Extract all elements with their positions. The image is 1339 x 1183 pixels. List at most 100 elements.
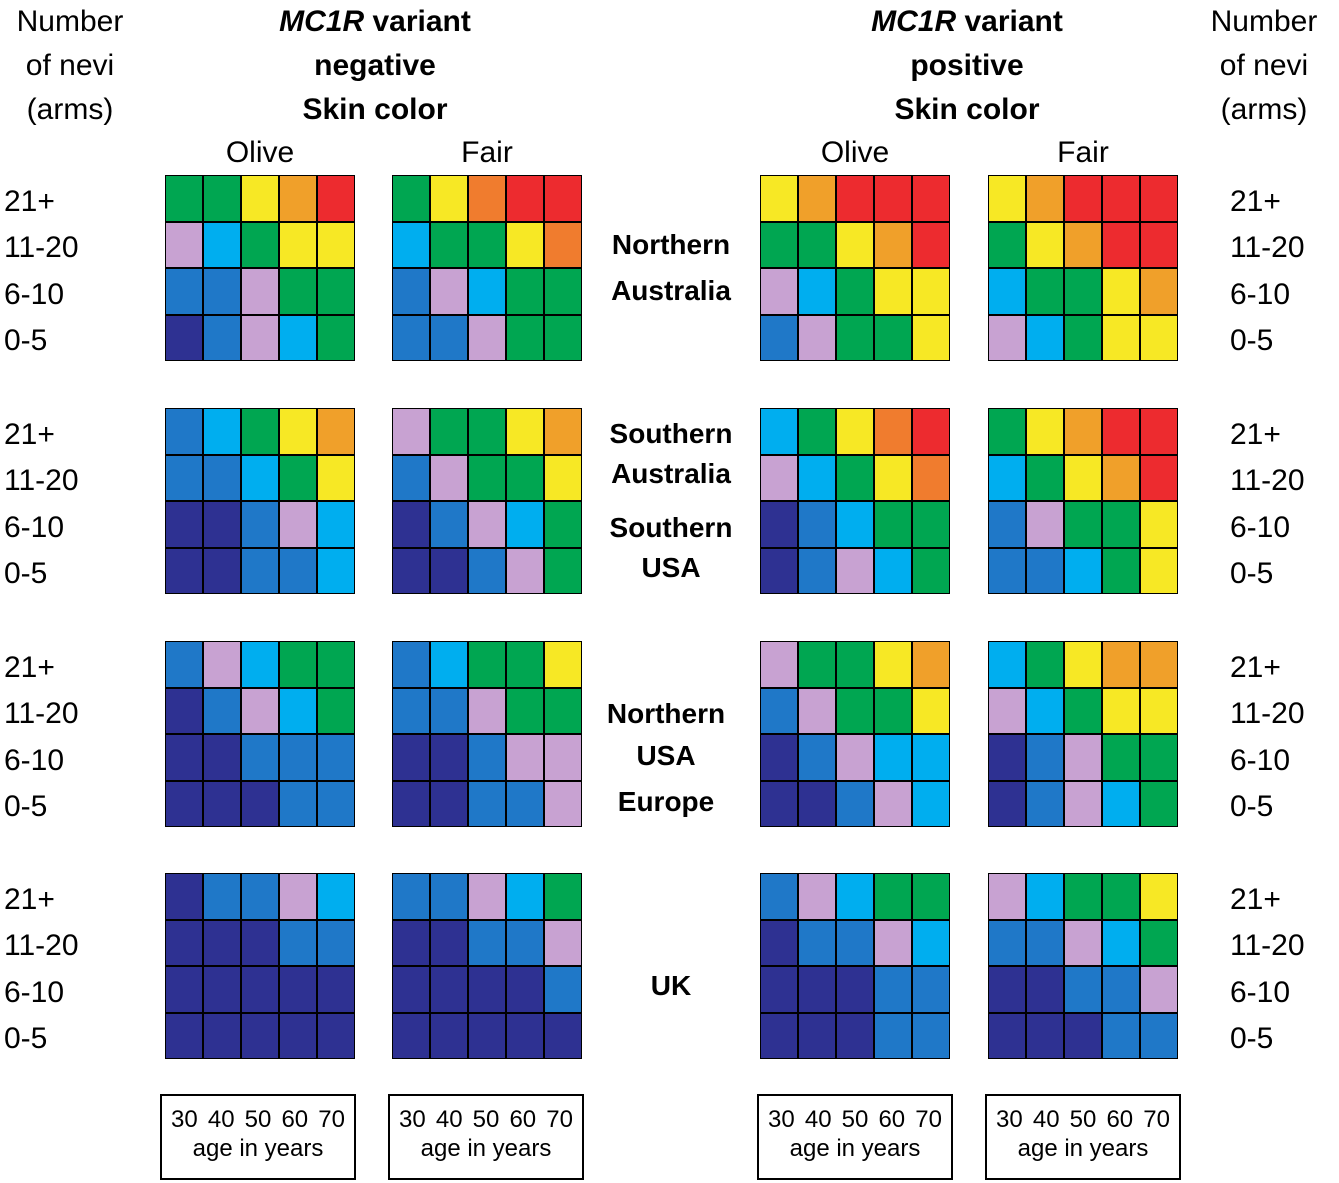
- nevi-row-label-left: 21+: [4, 418, 55, 451]
- heatmap-cell: [837, 874, 873, 919]
- heatmap-cell: [469, 409, 505, 454]
- heatmap-cell: [1027, 967, 1063, 1012]
- heatmap-cell: [242, 967, 278, 1012]
- heatmap-cell: [1027, 222, 1063, 267]
- heatmap-cell: [393, 781, 429, 826]
- heatmap-cell: [761, 502, 797, 547]
- heatmap-cell: [242, 688, 278, 733]
- age-axis-ticks: 30 40 50 60 70: [759, 1096, 951, 1134]
- heatmap-cell: [166, 269, 202, 314]
- heatmap-cell: [1027, 548, 1063, 593]
- heatmap-cell: [837, 688, 873, 733]
- region-northern-australia: Northern Australia: [591, 222, 751, 314]
- heatmap-cell: [989, 455, 1025, 500]
- heatmap-cell: [166, 735, 202, 780]
- heatmap-cell: [204, 222, 240, 267]
- heatmap-cell: [1065, 967, 1101, 1012]
- heatmap-cell: [875, 548, 911, 593]
- heatmap-cell: [507, 735, 543, 780]
- nevi-row-label-left: 0-5: [4, 1022, 48, 1055]
- heatmap-cell: [393, 409, 429, 454]
- heatmap-cell: [799, 688, 835, 733]
- nevi-row-label-left: 0-5: [4, 557, 48, 590]
- heatmap-cell: [1141, 781, 1177, 826]
- heatmap-cell: [204, 269, 240, 314]
- heatmap-panel: [392, 641, 582, 827]
- heatmap-cell: [545, 874, 581, 919]
- heatmap-cell: [837, 642, 873, 687]
- heatmap-cell: [1141, 502, 1177, 547]
- nevi-row-label-right: 21+: [1230, 185, 1281, 218]
- positive-variant: variant: [956, 5, 1063, 38]
- heatmap-cell: [469, 502, 505, 547]
- heatmap-panel: [165, 175, 355, 361]
- heatmap-cell: [545, 315, 581, 360]
- heatmap-cell: [913, 409, 949, 454]
- negative-header-line1: MC1R variant: [220, 0, 530, 44]
- nevi-row-label-right: 11-20: [1230, 697, 1305, 730]
- heatmap-cell: [393, 920, 429, 965]
- heatmap-cell: [913, 222, 949, 267]
- heatmap-cell: [431, 409, 467, 454]
- nevi-row-label-right: 11-20: [1230, 464, 1305, 497]
- heatmap-cell: [431, 455, 467, 500]
- left-nevi-header-line3: (arms): [26, 93, 114, 126]
- heatmap-cell: [761, 1013, 797, 1058]
- heatmap-cell: [204, 548, 240, 593]
- heatmap-cell: [280, 455, 316, 500]
- heatmap-cell: [989, 222, 1025, 267]
- heatmap-cell: [1141, 222, 1177, 267]
- heatmap-cell: [545, 548, 581, 593]
- heatmap-cell: [280, 176, 316, 221]
- heatmap-cell: [242, 222, 278, 267]
- heatmap-cell: [989, 548, 1025, 593]
- heatmap-cell: [204, 920, 240, 965]
- heatmap-cell: [989, 502, 1025, 547]
- heatmap-cell: [431, 735, 467, 780]
- heatmap-panel: [988, 641, 1178, 827]
- nevi-row-label-left: 11-20: [4, 929, 79, 962]
- heatmap-cell: [507, 222, 543, 267]
- heatmap-cell: [431, 781, 467, 826]
- heatmap-cell: [1103, 269, 1139, 314]
- heatmap-cell: [507, 269, 543, 314]
- region-line: USA: [641, 552, 701, 583]
- heatmap-cell: [393, 222, 429, 267]
- heatmap-cell: [761, 269, 797, 314]
- heatmap-panel: [988, 175, 1178, 361]
- heatmap-cell: [393, 688, 429, 733]
- heatmap-cell: [913, 548, 949, 593]
- heatmap-cell: [1027, 874, 1063, 919]
- heatmap-cell: [280, 642, 316, 687]
- heatmap-cell: [545, 920, 581, 965]
- heatmap-cell: [393, 735, 429, 780]
- heatmap-cell: [913, 642, 949, 687]
- heatmap-cell: [1027, 176, 1063, 221]
- heatmap-cell: [318, 967, 354, 1012]
- heatmap-cell: [799, 967, 835, 1012]
- heatmap-cell: [318, 222, 354, 267]
- nevi-row-label-left: 6-10: [4, 744, 65, 777]
- heatmap-cell: [545, 269, 581, 314]
- heatmap-cell: [1141, 176, 1177, 221]
- heatmap-cell: [545, 781, 581, 826]
- nevi-row-label-right: 21+: [1230, 418, 1281, 451]
- heatmap-cell: [913, 455, 949, 500]
- region-line: Europe: [617, 786, 715, 817]
- heatmap-cell: [1027, 315, 1063, 360]
- heatmap-cell: [875, 502, 911, 547]
- age-tick-label: 70: [318, 1106, 345, 1133]
- heatmap-cell: [469, 315, 505, 360]
- heatmap-cell: [469, 222, 505, 267]
- heatmap-cell: [204, 967, 240, 1012]
- heatmap-cell: [242, 874, 278, 919]
- heatmap-cell: [1141, 315, 1177, 360]
- heatmap-panel: [760, 175, 950, 361]
- heatmap-cell: [166, 222, 202, 267]
- age-tick-label: 50: [1069, 1106, 1097, 1133]
- heatmap-panel: [760, 408, 950, 594]
- heatmap-cell: [837, 967, 873, 1012]
- positive-header-line3: Skin color: [894, 93, 1040, 126]
- age-axis-title: age in years: [192, 1135, 324, 1162]
- heatmap-cell: [989, 409, 1025, 454]
